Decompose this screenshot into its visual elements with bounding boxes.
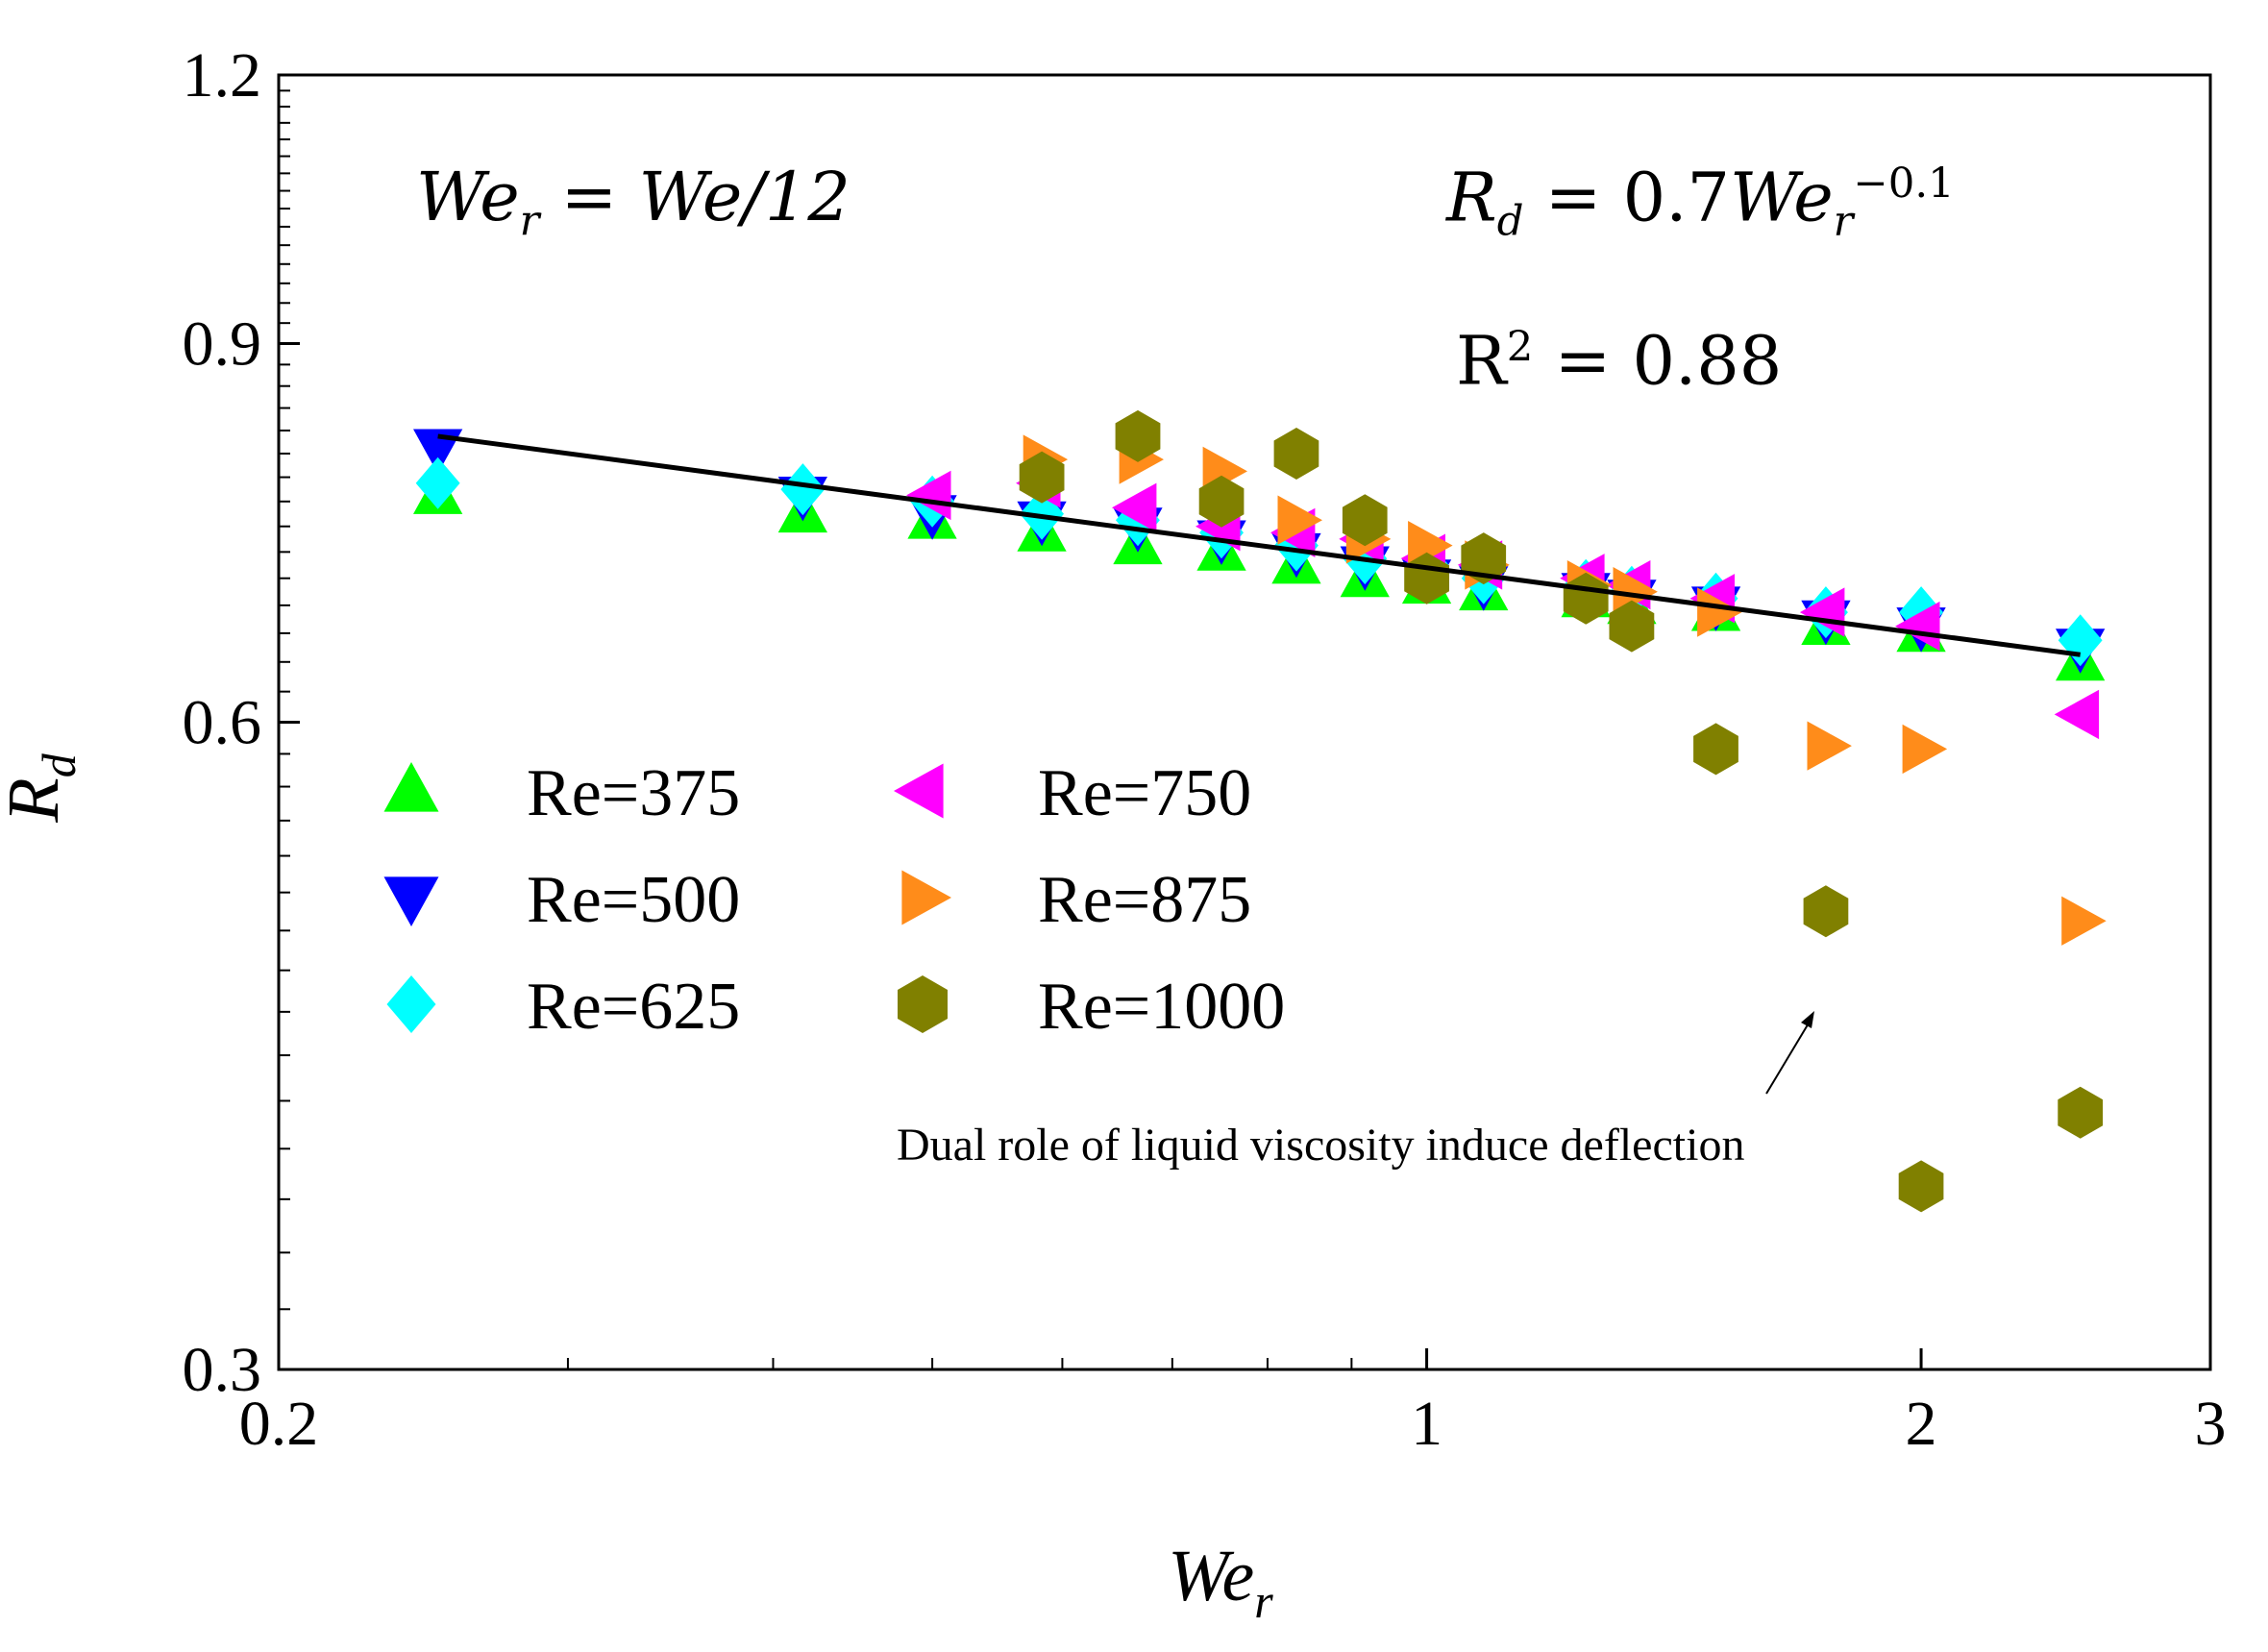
legend-marker [901,870,951,925]
data-point [1112,482,1157,532]
data-point [1019,451,1065,504]
annotation-arrow-head [1801,1011,1814,1028]
legend-marker [383,876,439,926]
data-point [1697,587,1742,637]
data-point [1115,409,1161,462]
legend: Re=375 Re=500 Re=625 Re=750 Re=875 Re=1000 [383,756,1285,1044]
legend-marker [898,975,948,1033]
y-axis-label: Rd [0,752,86,823]
data-point [1902,724,1948,775]
legend-label: Re=1000 [1038,970,1285,1044]
data-point [906,470,951,521]
data-point [1613,567,1658,617]
fit-line-group [437,433,2082,657]
data-markers [413,409,2107,1213]
data-point [2058,614,2103,667]
legend-marker [383,762,439,812]
data-point [780,463,826,516]
y-tick-label: 0.9 [183,309,262,380]
series-re-1000 [1019,409,2104,1213]
data-point [2054,689,2100,740]
legend-item: Re=1000 [898,970,1285,1044]
data-point [1342,494,1388,547]
fit-equation-annotation: Rd = 0.7Wer−0.1 [1446,158,1955,246]
data-point [415,456,460,509]
annotation-arrow-line [1765,1021,1811,1095]
legend-item: Re=750 [894,756,1251,830]
data-point [2058,1086,2104,1139]
fit-line [437,433,2082,657]
legend-label: Re=500 [527,863,740,937]
data-point [1895,601,1940,652]
data-point [1803,885,1849,938]
x-tick-label: 0.2 [239,1389,319,1459]
legend-item: Re=875 [901,863,1251,937]
legend-label: Re=625 [527,970,740,1044]
data-point [1693,723,1738,776]
axis-ticks [277,73,2212,1371]
legend-label: Re=750 [1038,756,1251,830]
y-tick-label: 0.6 [183,688,262,758]
series-re-625 [415,456,2103,667]
r-squared-annotation: R2 = 0.88 [1456,321,1783,401]
legend-item: Re=375 [383,756,740,830]
series-re-375 [413,469,2106,681]
we-definition-annotation: Wer = We/12 [416,158,850,245]
legend-label: Re=875 [1038,863,1251,937]
x-tick-label: 1 [1411,1389,1442,1459]
x-axis-label: Wer [1168,1536,1273,1628]
data-point [1277,495,1322,545]
data-point [1198,475,1245,528]
data-point [1273,428,1319,480]
data-point [1609,600,1655,653]
data-point [1799,587,1845,637]
axis-tick-labels: 0.2 1 2 3 0.3 0.6 0.9 1.2 [183,40,2227,1459]
y-tick-label: 1.2 [183,40,262,111]
x-tick-label: 2 [1906,1389,1937,1459]
deflection-note: Dual role of liquid viscosity induce def… [897,1120,1745,1171]
legend-label: Re=375 [527,756,740,830]
legend-marker [386,975,436,1033]
legend-item: Re=500 [383,863,740,937]
y-tick-label: 0.3 [183,1335,262,1405]
legend-item: Re=625 [386,970,740,1044]
data-point [2061,896,2107,946]
data-point [1807,721,1852,771]
data-point [1898,1160,1944,1213]
legend-marker [894,763,944,819]
x-tick-label: 3 [2195,1389,2227,1459]
